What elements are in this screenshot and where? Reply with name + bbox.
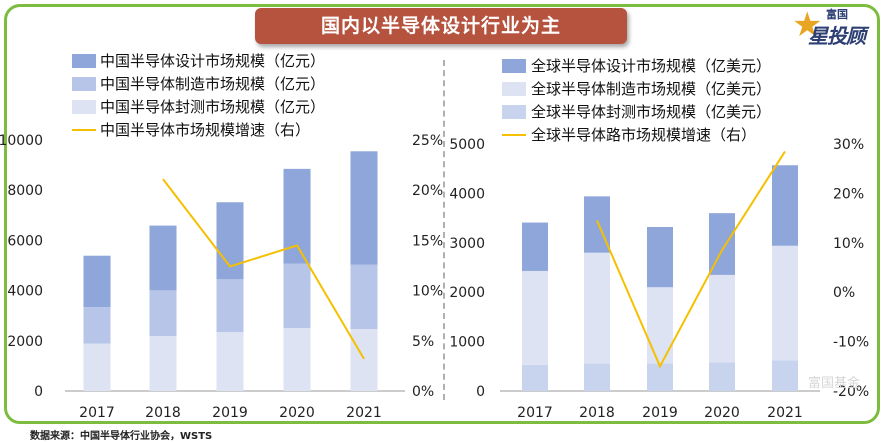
legend-label: 全球半导体封测市场规模（亿美元） [531, 103, 771, 121]
bar-segment [584, 253, 610, 364]
y2-tick-label: 30% [833, 137, 864, 153]
source-note: 数据来源：中国半导体行业协会，WSTS [30, 427, 212, 442]
x-tick-label: 2020 [704, 405, 740, 421]
bar-segment [584, 196, 610, 252]
x-tick-label: 2017 [517, 405, 553, 421]
y-tick-label: 3000 [449, 236, 485, 252]
bar-segment [772, 165, 798, 246]
y-tick-label: 4000 [449, 186, 485, 202]
x-tick-label: 2018 [579, 405, 615, 421]
bar-segment [522, 271, 548, 365]
y-tick-label: 0 [476, 384, 485, 400]
y2-tick-label: 20% [833, 186, 864, 202]
y-tick-label: 2000 [449, 285, 485, 301]
x-tick-label: 2021 [767, 405, 803, 421]
bar-segment [647, 287, 673, 363]
legend-swatch [502, 59, 526, 73]
y2-tick-label: -10% [833, 335, 869, 351]
bar-segment [772, 360, 798, 391]
y2-tick-label: 10% [833, 236, 864, 252]
watermark: 富国基金 [808, 372, 860, 391]
legend-swatch [502, 82, 526, 96]
bar-segment [647, 227, 673, 287]
legend-swatch [502, 105, 526, 119]
y2-tick-label: 0% [833, 285, 855, 301]
y-tick-label: 1000 [449, 335, 485, 351]
bar-segment [709, 362, 735, 391]
bar-segment [772, 246, 798, 361]
growth-line [597, 151, 785, 366]
legend-label: 全球半导体设计市场规模（亿美元） [531, 57, 771, 75]
x-tick-label: 2019 [642, 405, 678, 421]
bar-segment [709, 275, 735, 362]
bar-segment [522, 223, 548, 271]
bar-segment [584, 363, 610, 391]
legend-label: 全球半导体路市场规模增速（右） [531, 126, 756, 144]
y-tick-label: 5000 [449, 137, 485, 153]
bar-segment [522, 365, 548, 391]
legend-label: 全球半导体制造市场规模（亿美元） [531, 80, 771, 98]
